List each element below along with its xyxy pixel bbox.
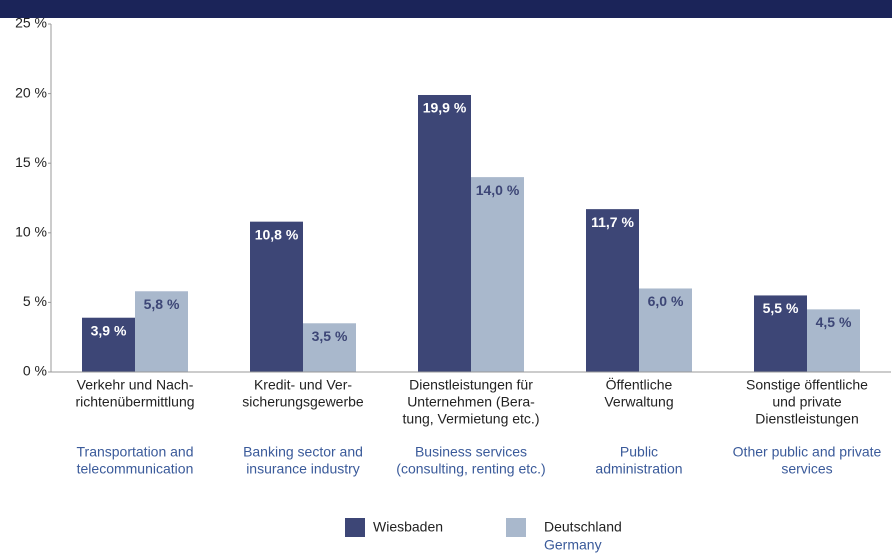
data-label: 11,7 % (591, 214, 634, 230)
data-label: 6,0 % (648, 293, 684, 309)
x-tick-label-en: administration (595, 461, 682, 477)
x-tick-label-en: (consulting, renting etc.) (396, 461, 545, 477)
bar (418, 94, 471, 372)
x-tick-label-en: telecommunication (77, 461, 194, 477)
y-tick-label: 20 % (15, 84, 47, 100)
x-tick-label: Dienstleistungen für (409, 377, 533, 393)
data-label: 5,5 % (763, 300, 799, 316)
data-label: 14,0 % (476, 182, 520, 198)
x-tick-label: und private (772, 394, 841, 410)
y-tick-label: 5 % (23, 293, 47, 309)
legend-label-en: Germany (544, 537, 602, 553)
bar (807, 309, 860, 372)
legend-swatch (506, 518, 526, 537)
legend-label: Wiesbaden (373, 519, 443, 535)
bar (135, 291, 188, 372)
data-label: 3,5 % (312, 328, 348, 344)
header-band (0, 0, 892, 18)
x-tick-label-en: Business services (415, 444, 527, 460)
x-tick-label: Verkehr und Nach- (77, 377, 194, 393)
legend-swatch (345, 518, 365, 537)
x-tick-label-en: insurance industry (246, 461, 360, 477)
data-label: 4,5 % (816, 314, 852, 330)
x-tick-label: Unternehmen (Bera- (407, 394, 535, 410)
x-tick-label-en: Transportation and (77, 444, 194, 460)
data-label: 3,9 % (91, 322, 127, 338)
x-tick-label: sicherungsgewerbe (242, 394, 364, 410)
bar (754, 295, 807, 372)
x-tick-label: Sonstige öffentliche (746, 377, 868, 393)
y-tick-label: 0 % (23, 363, 47, 379)
x-tick-label-en: services (781, 461, 832, 477)
bar (586, 209, 639, 372)
x-tick-label: Öffentliche (606, 376, 673, 393)
bar (303, 323, 356, 372)
x-tick-label-en: Banking sector and (243, 444, 363, 460)
data-label: 10,8 % (255, 226, 299, 242)
x-tick-label-en: Other public and private (733, 444, 882, 460)
bar (471, 177, 524, 372)
x-tick-label: tung, Vermietung etc.) (403, 411, 540, 427)
x-tick-label: Verwaltung (604, 394, 673, 410)
y-tick-label: 10 % (15, 224, 47, 240)
x-tick-label: richtenübermittlung (75, 394, 194, 410)
bar (639, 288, 692, 372)
y-tick-label: 25 % (15, 15, 47, 31)
bar (82, 317, 135, 372)
data-label: 19,9 % (423, 100, 467, 116)
data-label: 5,8 % (144, 296, 180, 312)
bar (250, 221, 303, 372)
x-tick-label: Dienstleistungen (755, 411, 859, 427)
x-tick-label: Kredit- und Ver- (254, 377, 352, 393)
y-tick-label: 15 % (15, 154, 47, 170)
x-tick-label-en: Public (620, 444, 658, 460)
legend-label: Deutschland (544, 519, 622, 535)
